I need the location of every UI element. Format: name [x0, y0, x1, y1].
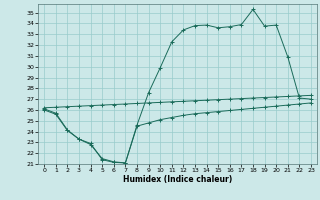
X-axis label: Humidex (Indice chaleur): Humidex (Indice chaleur)	[123, 175, 232, 184]
